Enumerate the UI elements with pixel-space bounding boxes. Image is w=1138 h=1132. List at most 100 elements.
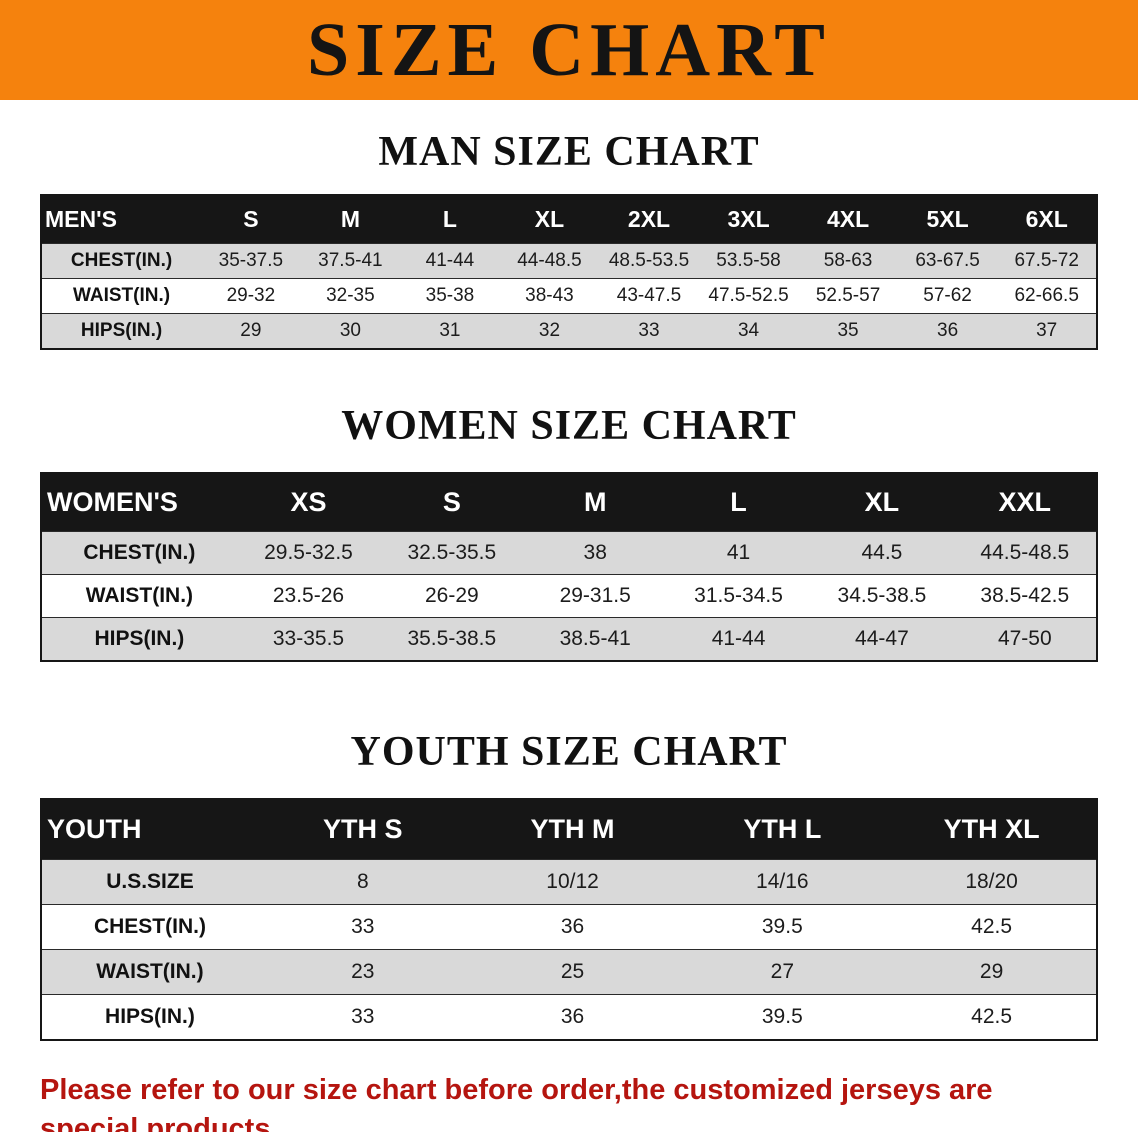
page-title: SIZE CHART (306, 8, 831, 92)
size-value: 29 (240, 320, 262, 341)
size-value: 44-48.5 (517, 250, 582, 271)
youth-size-table-wrap: YOUTH YTH S YTH M YTH L YTH XL U.S.SIZE 8 10/12… (0, 798, 1138, 1041)
women-size-table: WOMEN'S XS S M L XL XXL CHEST(IN.) 29.5-32.5 32.5… (40, 472, 1098, 662)
table-row: WAIST(IN.) 29-32 32-35 35-38 38-43 43-47.5 47.… (41, 278, 1097, 314)
youth-size-chart-heading: YOUTH SIZE CHART (350, 729, 788, 775)
size-value: 41-44 (425, 250, 475, 271)
table-row: CHEST(IN.) 29.5-32.5 32.5-35.5 38 41 44.5 44.5… (41, 531, 1097, 575)
size-value: 23 (351, 960, 375, 983)
size-value: 38 (583, 541, 607, 564)
size-value: 63-67.5 (915, 250, 980, 271)
table-header-row: WOMEN'S XS S M L XL XXL (41, 473, 1097, 532)
size-value: 38-43 (525, 285, 574, 306)
size-column-header: XL (499, 195, 600, 244)
size-column-header: L (400, 195, 500, 244)
size-column-header: XXL (953, 473, 1097, 532)
size-column-header: M (523, 473, 667, 532)
size-value: 8 (356, 870, 369, 893)
size-value: 39.5 (761, 915, 803, 938)
size-value: 33 (638, 320, 660, 341)
row-label: HIPS(IN.) (94, 627, 185, 650)
size-value: 29 (979, 960, 1004, 983)
size-value: 47.5-52.5 (708, 285, 789, 306)
women-size-chart-heading: WOMEN SIZE CHART (341, 403, 797, 449)
size-column-header: S (380, 473, 524, 532)
size-value: 48.5-53.5 (608, 250, 690, 271)
size-value: 27 (770, 960, 794, 983)
size-value: 37.5-41 (318, 250, 383, 271)
size-column-header: 5XL (897, 195, 998, 244)
size-value: 42.5 (971, 1005, 1013, 1028)
size-value: 33 (351, 1005, 375, 1028)
size-column-header: YTH S (257, 799, 468, 860)
women-size-table-wrap: WOMEN'S XS S M L XL XXL CHEST(IN.) 29.5-32.5 32.5… (0, 472, 1138, 662)
table-header-row: MEN'S S M L XL 2XL 3XL 4XL 5XL 6XL (41, 195, 1097, 244)
table-row: CHEST(IN.) 33 36 39.5 42.5 (41, 904, 1097, 950)
size-value: 29-32 (226, 285, 276, 306)
size-value: 33-35.5 (272, 627, 345, 650)
size-value: 35.5-38.5 (407, 627, 497, 650)
size-value: 38.5-42.5 (980, 584, 1070, 607)
size-chart-banner: SIZE CHART (0, 0, 1138, 100)
size-column-header: 4XL (798, 195, 898, 244)
row-label: U.S.SIZE (106, 870, 194, 893)
size-value: 35 (837, 320, 859, 341)
row-label: WAIST(IN.) (96, 960, 204, 983)
size-value: 35-38 (425, 285, 475, 306)
table-row: CHEST(IN.) 35-37.5 37.5-41 41-44 44-48.5 48.5… (41, 243, 1097, 279)
row-label: WAIST(IN.) (85, 584, 194, 607)
size-value: 14/16 (756, 870, 809, 893)
size-value: 52.5-57 (815, 285, 881, 306)
size-column-header: 2XL (599, 195, 699, 244)
size-value: 42.5 (971, 915, 1013, 938)
size-value: 35-37.5 (218, 250, 284, 271)
size-value: 44-47 (855, 627, 909, 650)
size-value: 57-62 (923, 285, 972, 306)
table-row: WAIST(IN.) 23.5-26 26-29 29-31.5 31.5-34.5 34… (41, 574, 1097, 618)
size-value: 62-66.5 (1014, 285, 1079, 306)
disclaimer-line-1: Please refer to our size chart before or… (40, 1074, 993, 1132)
disclaimer: Please refer to our size chart before or… (40, 1071, 1098, 1132)
size-value: 32.5-35.5 (407, 541, 497, 564)
size-value: 31 (439, 320, 461, 341)
size-value: 36 (937, 320, 959, 341)
size-value: 29-31.5 (559, 584, 631, 607)
youth-size-table: YOUTH YTH S YTH M YTH L YTH XL U.S.SIZE 8 10/12… (40, 798, 1098, 1041)
size-column-header: S (201, 195, 301, 244)
size-column-header: YTH XL (887, 799, 1097, 860)
table-row: HIPS(IN.) 29 30 31 32 33 34 35 36 37 (41, 313, 1097, 349)
table-corner-label: WOMEN'S (41, 473, 237, 532)
size-value: 41 (726, 541, 751, 564)
row-label: HIPS(IN.) (80, 320, 163, 341)
table-row: HIPS(IN.) 33-35.5 35.5-38.5 38.5-41 41-44 44-… (41, 617, 1097, 661)
size-value: 41-44 (711, 627, 766, 650)
size-value: 47-50 (997, 627, 1052, 650)
size-value: 36 (560, 915, 585, 938)
size-value: 36 (560, 1005, 585, 1028)
row-label: CHEST(IN.) (83, 541, 196, 564)
size-column-header: YTH M (467, 799, 678, 860)
size-value: 38.5-41 (559, 627, 631, 650)
size-column-header: L (666, 473, 811, 532)
size-value: 34 (737, 320, 760, 341)
size-value: 32 (538, 320, 561, 341)
size-value: 44.5 (861, 541, 903, 564)
size-value: 67.5-72 (1014, 250, 1079, 271)
row-label: CHEST(IN.) (70, 250, 173, 271)
size-value: 43-47.5 (616, 285, 682, 306)
man-size-table-wrap: MEN'S S M L XL 2XL 3XL 4XL 5XL 6XL CHEST(IN.) 35-37… (0, 194, 1138, 350)
size-value: 26-29 (424, 584, 479, 607)
size-column-header: YTH L (677, 799, 888, 860)
size-value: 29.5-32.5 (264, 541, 353, 564)
man-size-chart-heading: MAN SIZE CHART (378, 129, 760, 175)
size-value: 25 (560, 960, 585, 983)
size-value: 30 (339, 320, 361, 341)
size-column-header: XL (810, 473, 954, 532)
row-label: CHEST(IN.) (93, 915, 206, 938)
size-value: 53.5-58 (716, 250, 781, 271)
size-value: 18/20 (965, 870, 1018, 893)
size-column-header: M (300, 195, 401, 244)
table-corner-label: MEN'S (41, 195, 202, 244)
size-value: 37 (1036, 320, 1058, 341)
